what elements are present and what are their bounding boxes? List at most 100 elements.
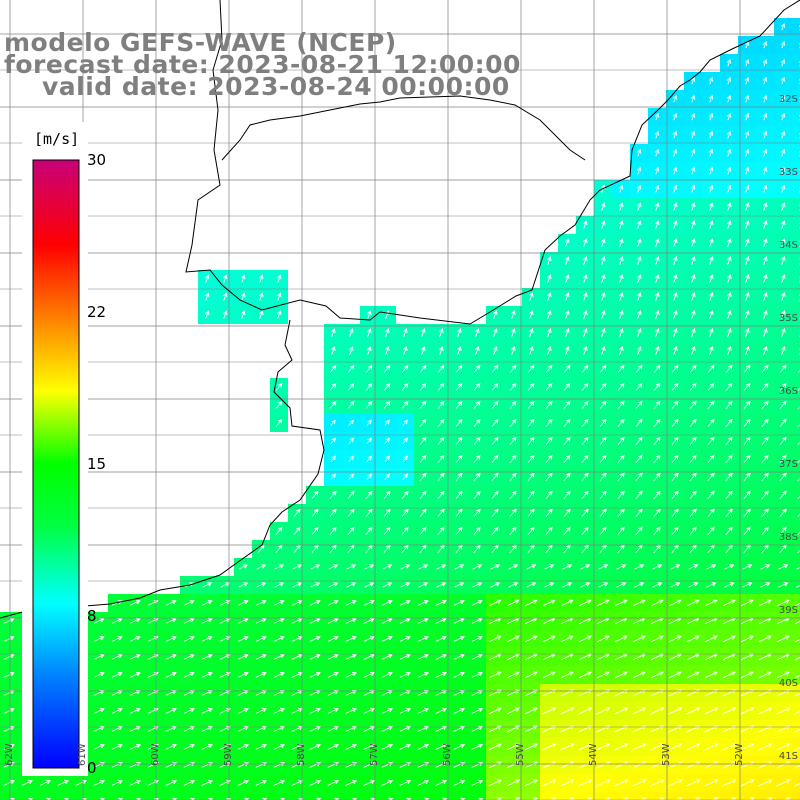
wind-arrow — [599, 490, 607, 499]
wind-arrow — [744, 184, 750, 193]
wind-arrow — [363, 761, 376, 768]
wind-arrow — [637, 220, 642, 230]
wind-arrow — [727, 327, 732, 338]
wind-arrow — [524, 707, 538, 715]
wind-arrow — [796, 566, 800, 570]
wind-arrow — [237, 636, 249, 642]
wind-arrow — [722, 779, 737, 787]
wind-arrow — [672, 94, 678, 103]
latitude-label: 40S — [778, 678, 798, 689]
wind-arrow — [743, 490, 751, 500]
wind-speed-cell — [306, 792, 324, 800]
wind-arrow — [280, 797, 286, 800]
wind-arrow — [331, 328, 336, 338]
wind-arrow — [650, 671, 664, 679]
wind-speed-cell — [198, 792, 216, 800]
wind-speed-cell — [792, 18, 800, 36]
wind-speed-cell — [126, 792, 144, 800]
wind-arrow — [614, 707, 629, 715]
wind-arrow — [727, 309, 732, 320]
wind-arrow — [632, 707, 647, 715]
colorbar-tick-22: 22 — [87, 303, 107, 321]
wind-arrow — [473, 526, 481, 535]
latitude-label: 36S — [778, 386, 798, 397]
wind-arrow — [28, 797, 33, 800]
wind-arrow — [794, 638, 800, 643]
wind-arrow — [385, 346, 390, 356]
wind-arrow — [345, 689, 357, 696]
wind-speed-cell — [792, 612, 800, 630]
longitude-label: 58W — [296, 743, 307, 766]
latitude-label: 35S — [778, 313, 798, 324]
wind-arrow — [384, 473, 390, 481]
wind-arrow — [709, 220, 714, 230]
wind-arrow — [527, 454, 535, 463]
wind-arrow — [671, 454, 679, 463]
wind-arrow — [488, 779, 502, 787]
wind-arrow — [781, 274, 786, 284]
wind-arrow — [779, 472, 787, 481]
wind-arrow — [563, 490, 571, 499]
wind-arrow — [668, 779, 683, 787]
wind-arrow — [796, 584, 800, 588]
wind-speed-cell — [756, 792, 774, 800]
title-model: modelo GEFS-WAVE (NCEP) — [4, 28, 397, 57]
wind-arrow — [708, 184, 714, 193]
wind-arrow — [491, 508, 499, 517]
wind-arrow — [562, 564, 573, 570]
wind-arrow — [707, 364, 715, 373]
wind-arrow — [794, 656, 800, 661]
wind-arrow — [165, 743, 177, 750]
wind-arrow — [383, 400, 391, 409]
wind-arrow — [745, 238, 750, 248]
wind-arrow — [457, 346, 462, 356]
wind-arrow — [366, 419, 372, 427]
wind-speed-cell — [792, 702, 800, 720]
wind-arrow — [596, 743, 611, 751]
wind-arrow — [399, 689, 411, 696]
wind-arrow — [327, 671, 339, 678]
wind-arrow — [327, 618, 339, 624]
wind-arrow — [417, 671, 429, 678]
wind-arrow — [650, 707, 665, 715]
wind-arrow — [601, 274, 606, 284]
wind-arrow — [545, 436, 553, 445]
wind-arrow — [388, 797, 394, 800]
wind-speed-cell — [792, 522, 800, 540]
wind-arrow — [275, 382, 283, 391]
wind-speed-cell — [792, 648, 800, 666]
wind-arrow — [311, 490, 319, 499]
coastline — [0, 0, 800, 619]
wind-arrow — [345, 725, 358, 732]
wind-arrow — [421, 328, 426, 338]
wind-arrow — [619, 310, 624, 320]
wind-arrow — [347, 400, 355, 409]
wind-speed-cell — [792, 576, 800, 594]
latitude-label: 39S — [778, 605, 798, 616]
wind-arrow — [93, 743, 105, 750]
wind-arrow — [725, 436, 733, 445]
wind-arrow — [237, 618, 249, 624]
wind-arrow — [632, 779, 647, 787]
wind-arrow — [205, 310, 210, 319]
wind-arrow — [21, 779, 33, 786]
wind-arrow — [745, 202, 750, 212]
wind-speed-cell — [720, 792, 738, 800]
wind-arrow — [686, 635, 700, 643]
wind-arrow — [560, 635, 574, 643]
wind-arrow — [437, 526, 445, 535]
wind-arrow — [727, 220, 732, 230]
wind-arrow — [491, 364, 499, 373]
wind-arrow — [437, 472, 445, 481]
wind-speed-cell — [792, 36, 800, 54]
wind-arrow — [82, 797, 87, 800]
wind-arrow — [219, 761, 232, 768]
wind-arrow — [545, 526, 553, 535]
wind-arrow — [565, 310, 570, 320]
wind-arrow — [619, 292, 624, 302]
wind-arrow — [259, 310, 264, 320]
wind-arrow — [691, 202, 696, 212]
wind-speed-cell — [792, 504, 800, 522]
wind-arrow — [219, 725, 231, 732]
wind-speed-cell — [90, 792, 108, 800]
